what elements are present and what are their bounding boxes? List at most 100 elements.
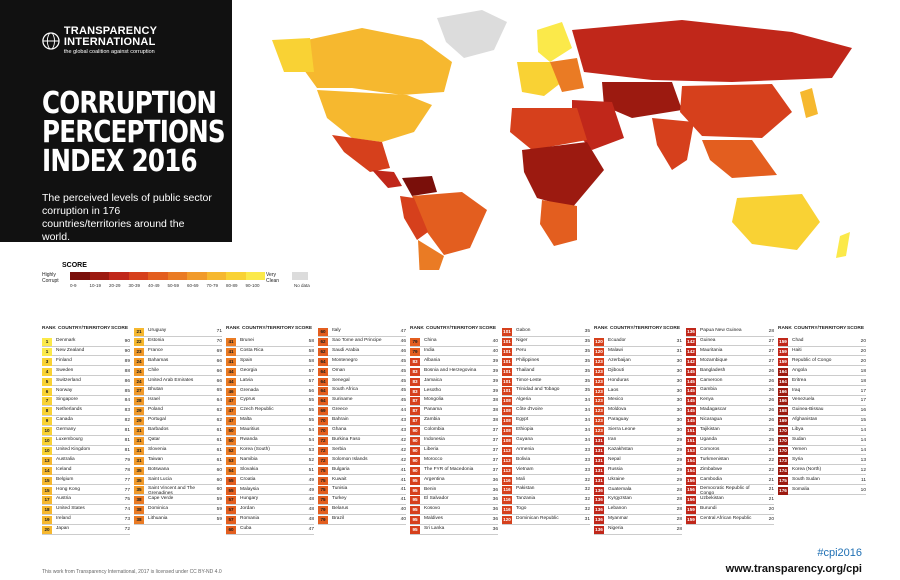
legend-title: SCORE: [62, 262, 87, 269]
rank-cell: 79: [318, 506, 328, 515]
rank-cell: 38: [134, 496, 144, 505]
score-cell: 32: [584, 477, 590, 483]
table-row: 35 Saint Vincent and The Grenadines 60: [134, 486, 222, 496]
table-row: 123 Djibouti 30: [594, 367, 682, 377]
country-cell: Mongolia: [424, 397, 444, 403]
table-row: 101 Peru 35: [502, 347, 590, 357]
rank-cell: 47: [226, 417, 236, 426]
score-cell: 47: [400, 329, 406, 334]
legend-swatch: [226, 272, 246, 280]
score-cell: 20: [768, 517, 774, 523]
score-cell: 26: [768, 398, 774, 404]
table-row: 131 Iran 29: [594, 437, 682, 446]
rank-cell: 44: [226, 377, 236, 386]
table-row: 75 Tunisia 41: [318, 486, 406, 495]
country-cell: Iran: [608, 437, 617, 442]
table-row: 164 Angola 18: [778, 367, 866, 377]
country-cell: Uruguay: [148, 328, 167, 333]
rank-cell: 145: [686, 387, 696, 396]
country-cell: Suriname: [332, 397, 353, 403]
table-row: 87 Panama 38: [410, 407, 498, 416]
rank-cell: 87: [410, 397, 420, 406]
title-line: PERCEPTIONS: [42, 115, 226, 150]
score-cell: 31: [676, 339, 682, 344]
table-row: 22 Estonia 70: [134, 337, 222, 347]
country-cell: Philippines: [516, 357, 540, 363]
table-row: 31 Qatar 61: [134, 436, 222, 446]
country-cell: Turkey: [332, 496, 347, 502]
table-row: 108 Côte d'Ivoire 34: [502, 407, 590, 416]
hashtag[interactable]: #cpi2016: [817, 547, 862, 559]
score-cell: 18: [860, 378, 866, 384]
rank-cell: 170: [778, 437, 788, 445]
map-region-new-zealand: [836, 232, 850, 258]
score-cell: 26: [768, 418, 774, 424]
score-cell: 61: [216, 447, 222, 453]
table-header-score: SCORE: [479, 326, 497, 331]
table-row: 101 Niger 35: [502, 337, 590, 347]
country-cell: Czech Republic: [240, 407, 274, 413]
score-cell: 11: [861, 477, 866, 483]
legend-range-label: 20-29: [109, 283, 121, 288]
rank-cell: 75: [318, 466, 328, 475]
country-cell: Barbados: [148, 427, 169, 432]
legend-range-label: 90-100: [245, 283, 260, 288]
country-cell: Guatemala: [608, 486, 632, 492]
rank-cell: 24: [134, 357, 144, 366]
country-cell: Taiwan: [148, 456, 163, 462]
country-cell: Ukraine: [608, 476, 625, 482]
country-cell: Colombia: [424, 427, 445, 433]
score-cell: 57: [308, 378, 314, 384]
rank-cell: 83: [410, 387, 420, 396]
rank-cell: 38: [134, 506, 144, 515]
description: The perceived levels of public sector co…: [42, 192, 212, 243]
score-cell: 40: [400, 507, 406, 513]
table-row: 23 France 69: [134, 347, 222, 357]
table-header-score: SCORE: [663, 326, 681, 331]
legend-range-label: 70-79: [206, 283, 219, 288]
table-row: 64 Oman 45: [318, 367, 406, 377]
country-cell: Mauritius: [240, 427, 260, 433]
score-cell: 17: [860, 398, 866, 404]
table-row: 136 Lebanon 28: [594, 506, 682, 515]
country-cell: Kyrgyzstan: [608, 496, 632, 502]
table-header: RANK COUNTRY/TERRITORY SCORE: [778, 326, 866, 334]
country-cell: Dominican Republic: [516, 516, 559, 522]
rank-cell: 41: [226, 338, 236, 346]
score-cell: 29: [676, 447, 682, 453]
country-cell: Norway: [56, 387, 73, 393]
ti-logo: TRANSPARENCY INTERNATIONAL the global co…: [42, 26, 232, 55]
country-cell: Spain: [240, 357, 253, 363]
score-cell: 59: [216, 497, 222, 503]
legend-swatch: [128, 272, 148, 280]
score-cell: 83: [124, 408, 130, 414]
score-cell: 47: [308, 527, 314, 533]
country-cell: China: [424, 338, 437, 343]
rank-cell: 170: [778, 446, 788, 455]
country-cell: Tunisia: [332, 486, 348, 492]
website-link[interactable]: www.transparency.org/cpi: [725, 563, 862, 575]
rank-cell: 15: [42, 486, 52, 495]
table-row: 108 Ethiopia 34: [502, 427, 590, 436]
score-cell: 28: [676, 517, 682, 523]
rank-cell: 168: [778, 407, 788, 416]
table-row: 95 El Salvador 36: [410, 496, 498, 505]
rank-cell: 159: [686, 506, 696, 515]
table-row: 15 Belgium 77: [42, 476, 130, 486]
country-cell: Vietnam: [516, 466, 534, 472]
rank-cell: 95: [410, 476, 420, 485]
table-row: 95 Argentina 36: [410, 476, 498, 486]
score-cell: 34: [584, 428, 590, 433]
score-cell: 55: [308, 408, 314, 414]
table-row: 120 Ecuador 31: [594, 338, 682, 347]
country-cell: Malaysia: [240, 486, 259, 492]
rank-cell: 131: [594, 437, 604, 445]
country-cell: Eritrea: [792, 377, 807, 383]
rank-cell: 95: [410, 496, 420, 505]
country-cell: Albania: [424, 357, 441, 363]
table-row: 113 Bolivia 33: [502, 456, 590, 466]
score-cell: 45: [400, 358, 406, 364]
country-cell: Bosnia and Herzegovina: [424, 367, 477, 373]
score-cell: 30: [676, 378, 682, 384]
score-cell: 26: [768, 378, 774, 384]
